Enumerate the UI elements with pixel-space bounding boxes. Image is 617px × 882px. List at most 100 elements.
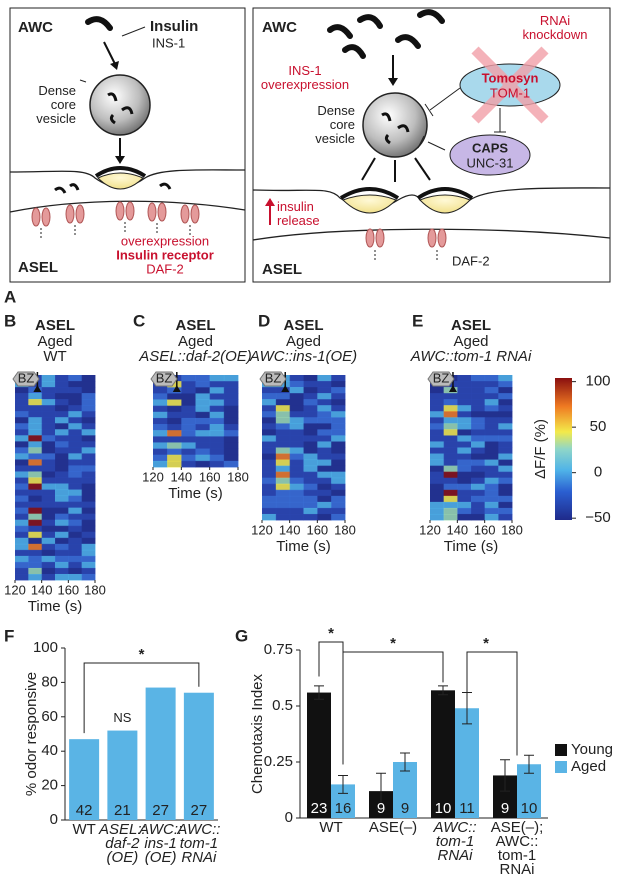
- heatmap-cell: [457, 393, 472, 400]
- heatmap-cell: [443, 513, 458, 521]
- annotation: *: [139, 646, 145, 663]
- heatmap-cell: [457, 381, 472, 388]
- heatmap-cell: [41, 537, 56, 545]
- heatmap-cell: [195, 448, 211, 456]
- heatmap-genotype: ASEL::daf-2(OE): [138, 348, 252, 365]
- heatmap-neuron: ASEL: [35, 317, 75, 334]
- heatmap-cell: [498, 453, 513, 461]
- heatmap-cell: [443, 453, 458, 461]
- heatmap-cell: [484, 423, 499, 430]
- heatmap-cell: [275, 405, 291, 412]
- heatmap-cell: [81, 549, 96, 557]
- heatmap-cell: [443, 501, 458, 509]
- heatmap-cell: [331, 453, 346, 461]
- legend-label: Aged: [571, 758, 606, 775]
- heatmap-cell: [167, 399, 182, 407]
- heatmap-cell: [223, 399, 239, 407]
- insulin: [107, 92, 134, 125]
- heatmap-cell: [15, 555, 29, 563]
- bracket: [342, 651, 444, 765]
- heatmap-cell: [15, 411, 29, 418]
- heatmap-cell: [41, 531, 56, 539]
- heatmap-cell: [195, 417, 211, 425]
- heatmap-cell: [317, 381, 332, 388]
- heatmap-cell: [303, 417, 318, 424]
- heatmap-cell: [153, 430, 168, 437]
- heatmap-cell: [331, 435, 346, 442]
- heatmap-cell: [262, 387, 277, 394]
- error-bar: [400, 752, 410, 772]
- heatmap-cell: [484, 477, 499, 485]
- error-bar: [338, 774, 348, 794]
- arrowhead: [110, 61, 119, 70]
- heatmap-cell: [195, 405, 211, 413]
- heatmap-cell: [68, 429, 83, 436]
- heatmap-cell: [41, 393, 56, 400]
- inhibition: [417, 87, 461, 151]
- heatmap-cell: [443, 495, 458, 503]
- heatmap-cell: [68, 375, 83, 382]
- heatmap-cell: [153, 424, 168, 431]
- heatmap-cell: [275, 453, 291, 461]
- heatmap-cell: [167, 393, 182, 401]
- heatmap-cell: [81, 489, 96, 497]
- heatmap-cell: [41, 441, 56, 448]
- heatmap-cell: [275, 411, 291, 418]
- heatmap-cell: [181, 460, 196, 468]
- bracket: [83, 662, 200, 734]
- count-label: 42: [76, 802, 93, 819]
- heatmap-cell: [41, 543, 56, 551]
- heatmap-cell: [68, 405, 83, 412]
- heatmap-cell: [262, 435, 277, 442]
- heatmap-cell: [317, 393, 332, 400]
- heatmap-cell: [28, 393, 43, 400]
- heatmap-cell: [430, 477, 445, 485]
- heatmap-cell: [289, 381, 304, 388]
- heatmap-cell: [167, 454, 182, 462]
- heatmap-cell: [317, 417, 332, 424]
- x-tick-label: 120: [251, 522, 273, 537]
- heatmap-cell: [28, 417, 43, 424]
- heatmap-cell: [331, 447, 346, 455]
- heatmap-cell: [303, 459, 318, 467]
- heatmap-cell: [15, 477, 29, 485]
- heatmap-cell: [223, 454, 239, 462]
- heatmap-cell: [289, 483, 304, 491]
- heatmap-cell: [181, 442, 196, 450]
- heatmap-cell: [457, 435, 472, 442]
- heatmap-cell: [303, 375, 318, 382]
- bar: [107, 730, 138, 820]
- heatmap-cell: [28, 411, 43, 418]
- heatmap-cell: [498, 381, 513, 388]
- heatmap-cell: [262, 399, 277, 406]
- heatmap-cell: [81, 477, 96, 485]
- heatmap-cell: [68, 399, 83, 406]
- heatmap-age: Aged: [37, 333, 72, 350]
- heatmap-cell: [81, 525, 96, 533]
- heatmap-cell: [28, 489, 43, 497]
- heatmap-cell: [471, 489, 486, 497]
- heatmap-cell: [317, 423, 332, 430]
- panel-letter: C: [133, 311, 145, 330]
- heatmap-cell: [68, 513, 83, 521]
- heatmap-cell: [153, 436, 168, 443]
- heatmap-cell: [303, 447, 318, 455]
- heatmap-cell: [223, 430, 239, 437]
- heatmap-cell: [317, 429, 332, 436]
- bar: [455, 708, 479, 818]
- heatmap-cell: [289, 429, 304, 436]
- heatmap-cell: [471, 435, 486, 442]
- heatmap-genotype: AWC::tom-1 RNAi: [410, 348, 532, 365]
- x-tick-label: WT: [72, 821, 95, 838]
- heatmap-cell: [275, 429, 291, 436]
- heatmap-cell: [55, 381, 69, 388]
- heatmap-cell: [15, 441, 29, 448]
- heatmap-cell: [41, 447, 56, 454]
- heatmap-cell: [430, 405, 445, 412]
- heatmap-cell: [317, 441, 332, 448]
- heatmap-cell: [457, 489, 472, 497]
- caps-shape: [449, 134, 531, 176]
- heatmap-cell: [41, 477, 56, 485]
- frame: [252, 7, 611, 283]
